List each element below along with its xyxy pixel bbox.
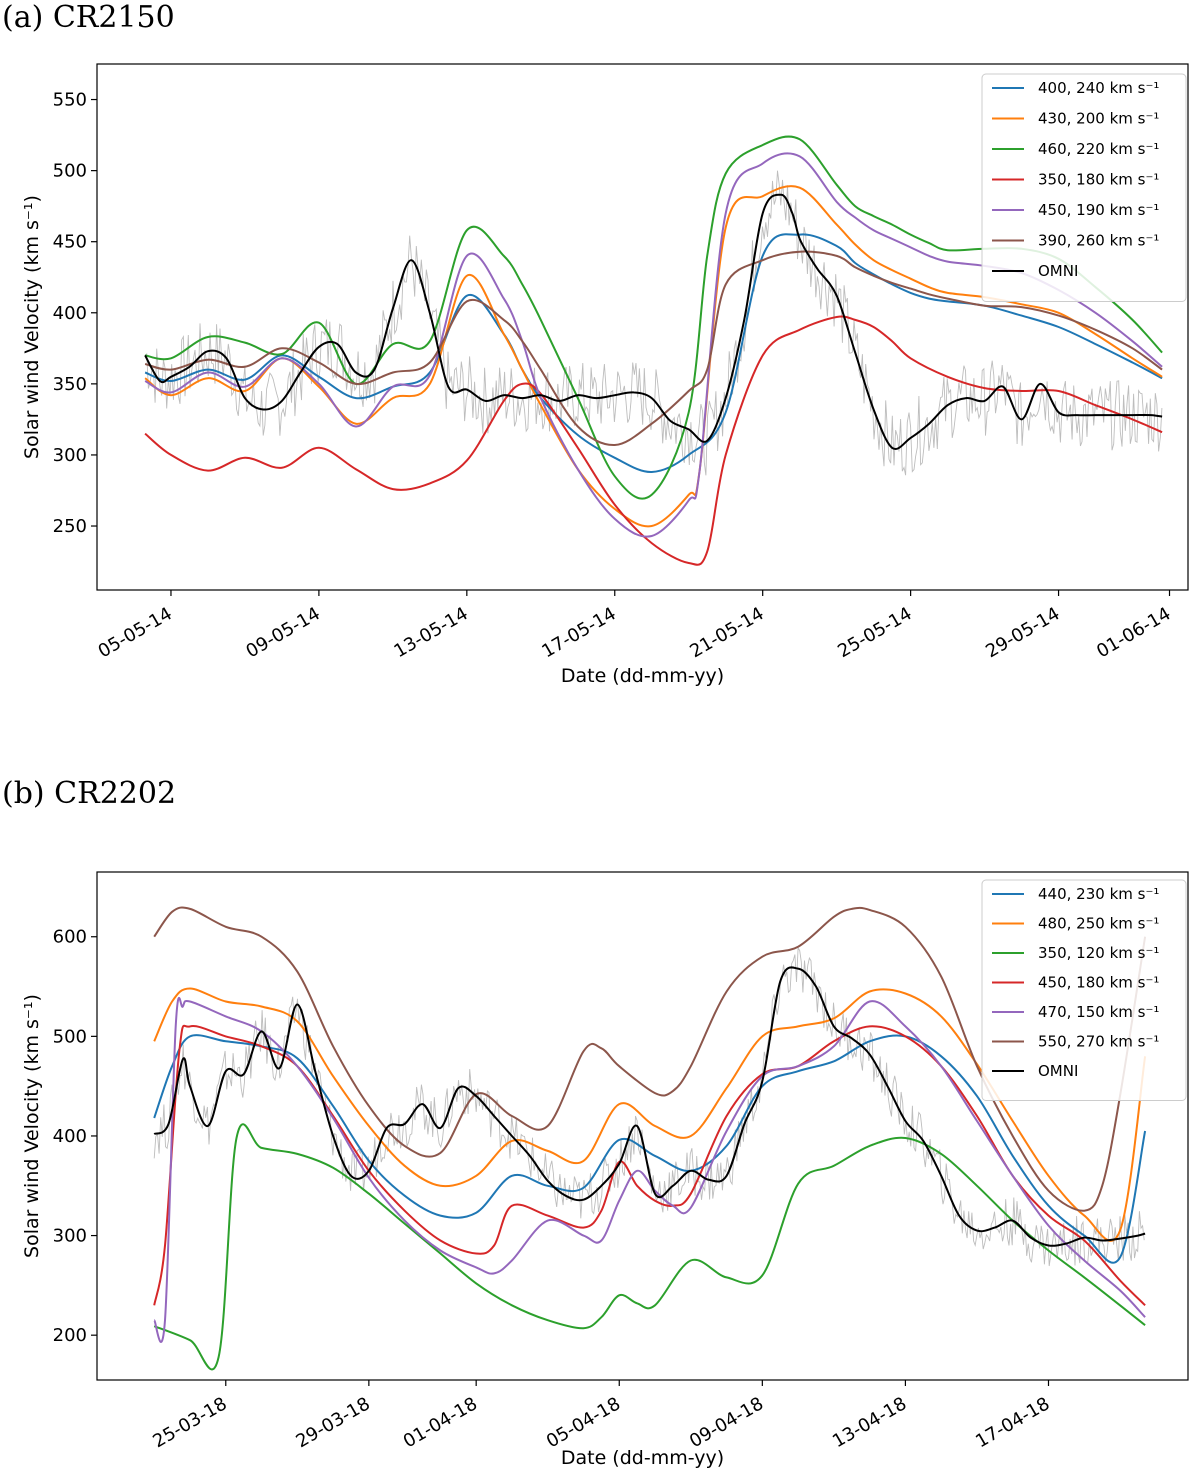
series-line-4 <box>144 152 1163 538</box>
legend-label-0: 440, 230 km s⁻¹ <box>1038 885 1159 903</box>
omni-raw-line <box>144 170 1163 476</box>
legend-label-6: OMNI <box>1038 262 1078 280</box>
legend-label-5: 390, 260 km s⁻¹ <box>1038 232 1159 250</box>
plot-area <box>144 135 1163 566</box>
y-tick-label: 350 <box>53 374 87 395</box>
series-line-2 <box>153 1123 1146 1371</box>
plot-frame <box>96 871 1189 1381</box>
omni-raw-line <box>153 946 1145 1267</box>
legend-label-4: 450, 190 km s⁻¹ <box>1038 201 1159 219</box>
y-tick-label: 400 <box>53 303 87 324</box>
y-tick-label: 300 <box>53 1226 87 1247</box>
plot-frame <box>96 63 1189 591</box>
y-tick-label: 450 <box>53 232 87 253</box>
y-tick-label: 250 <box>53 516 87 537</box>
legend-label-2: 350, 120 km s⁻¹ <box>1038 944 1159 962</box>
legend-label-4: 470, 150 km s⁻¹ <box>1038 1003 1159 1021</box>
series-line-6 <box>153 966 1146 1247</box>
y-tick-label: 500 <box>53 161 87 182</box>
legend-box <box>981 879 1187 1101</box>
x-tick-label: 13-04-18 <box>829 1393 910 1452</box>
y-tick-label: 200 <box>53 1325 87 1346</box>
y-axis-label: Solar wind Velocity (km s⁻¹) <box>21 195 43 459</box>
x-axis-label: Date (dd-mm-yy) <box>561 665 724 687</box>
y-axis-label: Solar wind Velocity (km s⁻¹) <box>21 994 43 1258</box>
legend-label-3: 350, 180 km s⁻¹ <box>1038 171 1159 189</box>
y-tick-label: 500 <box>53 1026 87 1047</box>
series-line-0 <box>153 1034 1147 1264</box>
legend-label-1: 480, 250 km s⁻¹ <box>1038 915 1159 933</box>
y-tick-label: 550 <box>53 90 87 111</box>
series-line-2 <box>144 135 1163 500</box>
series-line-6 <box>144 193 1163 450</box>
x-tick-label: 25-03-18 <box>149 1393 230 1452</box>
y-tick-label: 400 <box>53 1126 87 1147</box>
legend-label-5: 550, 270 km s⁻¹ <box>1038 1033 1159 1051</box>
series-line-5 <box>144 250 1163 447</box>
legend: 440, 230 km s⁻¹ 480, 250 km s⁻¹ 350, 120 k… <box>981 879 1187 1101</box>
legend-label-3: 450, 180 km s⁻¹ <box>1038 974 1159 992</box>
y-tick-label: 600 <box>53 927 87 948</box>
x-tick-label: 17-04-18 <box>972 1393 1053 1452</box>
x-axis-label: Date (dd-mm-yy) <box>561 1447 724 1469</box>
panel-b-caption: (b) CR2202 <box>2 776 177 811</box>
panel-a-caption: (a) CR2150 <box>2 0 175 35</box>
legend: 400, 240 km s⁻¹ 430, 200 km s⁻¹ 460, 220 k… <box>981 73 1187 302</box>
x-tick-label: 01-04-18 <box>400 1393 481 1452</box>
legend-label-2: 460, 220 km s⁻¹ <box>1038 140 1159 158</box>
series-line-1 <box>153 987 1147 1242</box>
legend-label-6: OMNI <box>1038 1062 1078 1080</box>
legend-box <box>981 73 1187 302</box>
x-tick-label: 29-03-18 <box>292 1393 373 1452</box>
x-tick-label: 05-04-18 <box>543 1393 624 1452</box>
series-line-3 <box>144 315 1163 566</box>
legend-label-0: 400, 240 km s⁻¹ <box>1038 79 1159 97</box>
series-line-4 <box>153 996 1146 1343</box>
series-line-5 <box>153 906 1147 1212</box>
plot-area <box>153 906 1147 1371</box>
y-tick-label: 300 <box>53 445 87 466</box>
legend-label-1: 430, 200 km s⁻¹ <box>1038 110 1159 128</box>
x-tick-label: 09-04-18 <box>686 1393 767 1452</box>
